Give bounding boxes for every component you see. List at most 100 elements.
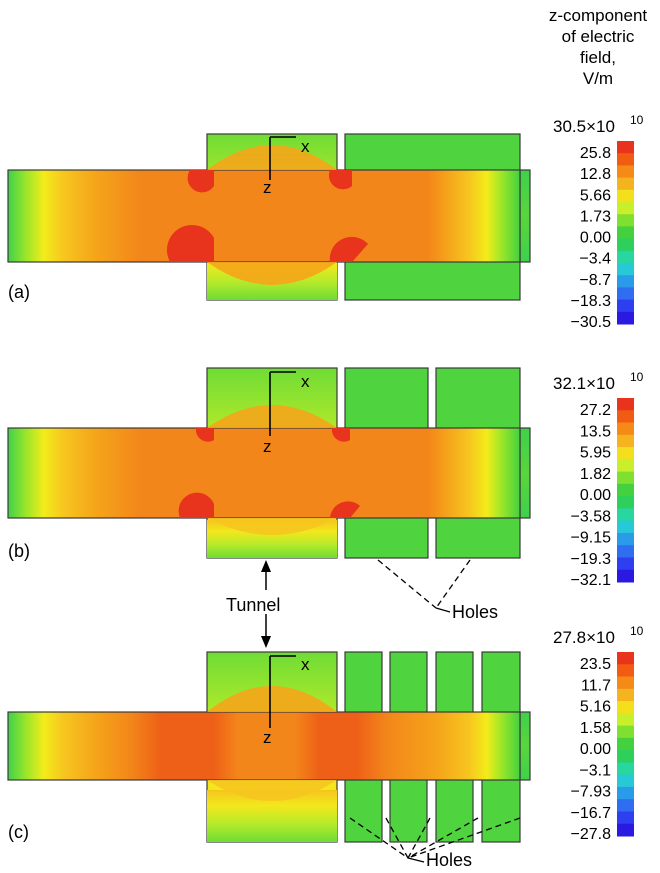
- colorbar-tick-label: −27.8: [571, 826, 612, 843]
- colorbar-exponent: 10: [630, 113, 644, 127]
- colorbar-swatch: [617, 447, 634, 460]
- colorbar-swatch: [617, 471, 634, 485]
- colorbar-swatch: [617, 141, 634, 154]
- colorbar-swatch: [617, 177, 634, 191]
- panel-c-label: (c): [8, 822, 29, 842]
- colorbar-swatch: [617, 299, 634, 313]
- panel-a-label: (a): [8, 282, 30, 302]
- colorbar-tick-label: −18.3: [571, 293, 612, 310]
- colorbar-swatch: [617, 226, 634, 240]
- colorbar-title-line-3: field,: [580, 48, 616, 67]
- colorbar-swatch: [617, 823, 634, 837]
- holes-label-c: Holes: [426, 850, 472, 870]
- panel-b: x z (b): [7, 367, 531, 561]
- panel-c-axes: x z: [263, 655, 310, 747]
- colorbar-max-label: 32.1×10: [553, 374, 615, 393]
- colorbar-swatch: [617, 664, 634, 678]
- colorbar-swatch: [617, 774, 634, 788]
- colorbar-tick-label: −30.5: [571, 314, 612, 331]
- colorbar-swatch: [617, 422, 634, 436]
- colorbar-tick-label: −9.15: [571, 530, 612, 547]
- colorbar-tick-label: 27.2: [580, 402, 611, 419]
- colorbar-swatch: [617, 750, 634, 763]
- colorbar-swatch: [617, 153, 634, 166]
- colorbar-tick-label: −3.4: [579, 251, 611, 268]
- colorbar-tick-label: 11.7: [581, 677, 611, 694]
- colorbar-swatch: [617, 811, 634, 825]
- colorbar-title: z-component of electric field, V/m: [549, 6, 648, 88]
- panel-b-axes: x z: [263, 371, 310, 456]
- colorbar-tick-label: 23.5: [580, 656, 611, 673]
- colorbar-tick-label: 5.66: [580, 187, 611, 204]
- colorbar-swatch: [617, 786, 634, 800]
- colorbar-tick-label: −19.3: [571, 551, 612, 568]
- colorbar-swatch: [617, 557, 634, 571]
- colorbars: 30.5×10 10 25.8 12.8 5.66 1.73 0.00 −3.4 −8.7 −18…: [553, 113, 644, 843]
- colorbar-title-line-1: z-component: [549, 6, 648, 25]
- panel-a: x z (a): [7, 133, 531, 302]
- colorbar-tick-label: −16.7: [571, 805, 612, 822]
- colorbar-swatch: [617, 459, 634, 473]
- panel-c: x z (c): [7, 651, 531, 843]
- colorbar-title-line-4: V/m: [583, 69, 613, 88]
- colorbar-swatch: [617, 508, 634, 522]
- colorbar-swatch: [617, 165, 634, 179]
- colorbar-swatch: [617, 762, 634, 776]
- colorbar-swatch: [617, 250, 634, 264]
- colorbar-swatch: [617, 214, 634, 227]
- colorbar-tick-label: 25.8: [580, 145, 611, 162]
- colorbar-tick-label: 0.00: [580, 741, 611, 758]
- colorbar-tick-label: 0.00: [580, 487, 611, 504]
- colorbar-swatch: [617, 701, 634, 714]
- colorbar-a: 30.5×10 10 25.8 12.8 5.66 1.73 0.00 −3.4 −8.7 −18…: [553, 113, 644, 331]
- tunnel-annotation: Tunnel: [226, 560, 280, 648]
- colorbar-swatch: [617, 737, 634, 751]
- panel-a-axis-x-label: x: [301, 137, 310, 156]
- colorbar-swatch: [617, 398, 634, 411]
- colorbar-tick-label: −3.58: [571, 508, 612, 525]
- colorbar-swatch: [617, 483, 634, 497]
- colorbar-swatch: [617, 434, 634, 448]
- colorbar-swatch: [617, 725, 634, 739]
- colorbar-swatch: [617, 569, 634, 583]
- colorbar-swatch: [617, 520, 634, 534]
- holes-annotation-c: Holes: [349, 817, 521, 870]
- holes-annotation-b: Holes: [377, 559, 498, 622]
- colorbar-b: 32.1×10 10 27.2 13.5 5.95 1.82 0.00 −3.58 −9.15 −…: [553, 370, 644, 589]
- panel-c-axis-x-label: x: [301, 655, 310, 674]
- colorbar-swatch: [617, 676, 634, 690]
- colorbar-tick-label: 13.5: [580, 423, 611, 440]
- colorbar-exponent: 10: [630, 370, 644, 384]
- colorbar-tick-label: 1.82: [580, 466, 611, 483]
- panel-c-beam-pipe: [7, 711, 521, 781]
- tunnel-label: Tunnel: [226, 595, 280, 615]
- panel-a-axes: x z: [263, 136, 310, 197]
- colorbar-swatch: [617, 202, 634, 215]
- colorbar-swatch: [617, 799, 634, 812]
- colorbar-tick-label: 5.16: [580, 699, 611, 716]
- colorbar-max-label: 30.5×10: [553, 117, 615, 136]
- colorbar-tick-label: −32.1: [571, 572, 612, 589]
- colorbar-swatch: [617, 263, 634, 276]
- colorbar-swatch: [617, 275, 634, 288]
- panel-b-beam-pipe: [7, 427, 521, 519]
- colorbar-swatch: [617, 545, 634, 558]
- colorbar-max-label: 27.8×10: [553, 628, 615, 647]
- panel-a-axis-z-label: z: [263, 178, 272, 197]
- colorbar-tick-label: 1.73: [580, 208, 611, 225]
- colorbar-tick-label: 5.95: [580, 445, 611, 462]
- colorbar-swatch: [617, 688, 634, 702]
- panel-b-label: (b): [8, 541, 30, 561]
- holes-label-b: Holes: [452, 602, 498, 622]
- colorbar-swatch: [617, 652, 634, 665]
- colorbar-swatch: [617, 287, 634, 301]
- colorbar-c: 27.8×10 10 23.5 11.7 5.16 1.58 0.00 −3.1 −7.93 −1…: [553, 624, 644, 843]
- colorbar-swatch: [617, 532, 634, 546]
- panel-b-axis-x-label: x: [301, 372, 310, 391]
- colorbar-tick-label: 0.00: [580, 230, 611, 247]
- colorbar-tick-label: −7.93: [571, 784, 612, 801]
- panel-c-axis-z-label: z: [263, 728, 272, 747]
- colorbar-tick-label: 12.8: [580, 166, 611, 183]
- colorbar-swatch: [617, 496, 634, 509]
- colorbar-tick-label: 1.58: [580, 720, 611, 737]
